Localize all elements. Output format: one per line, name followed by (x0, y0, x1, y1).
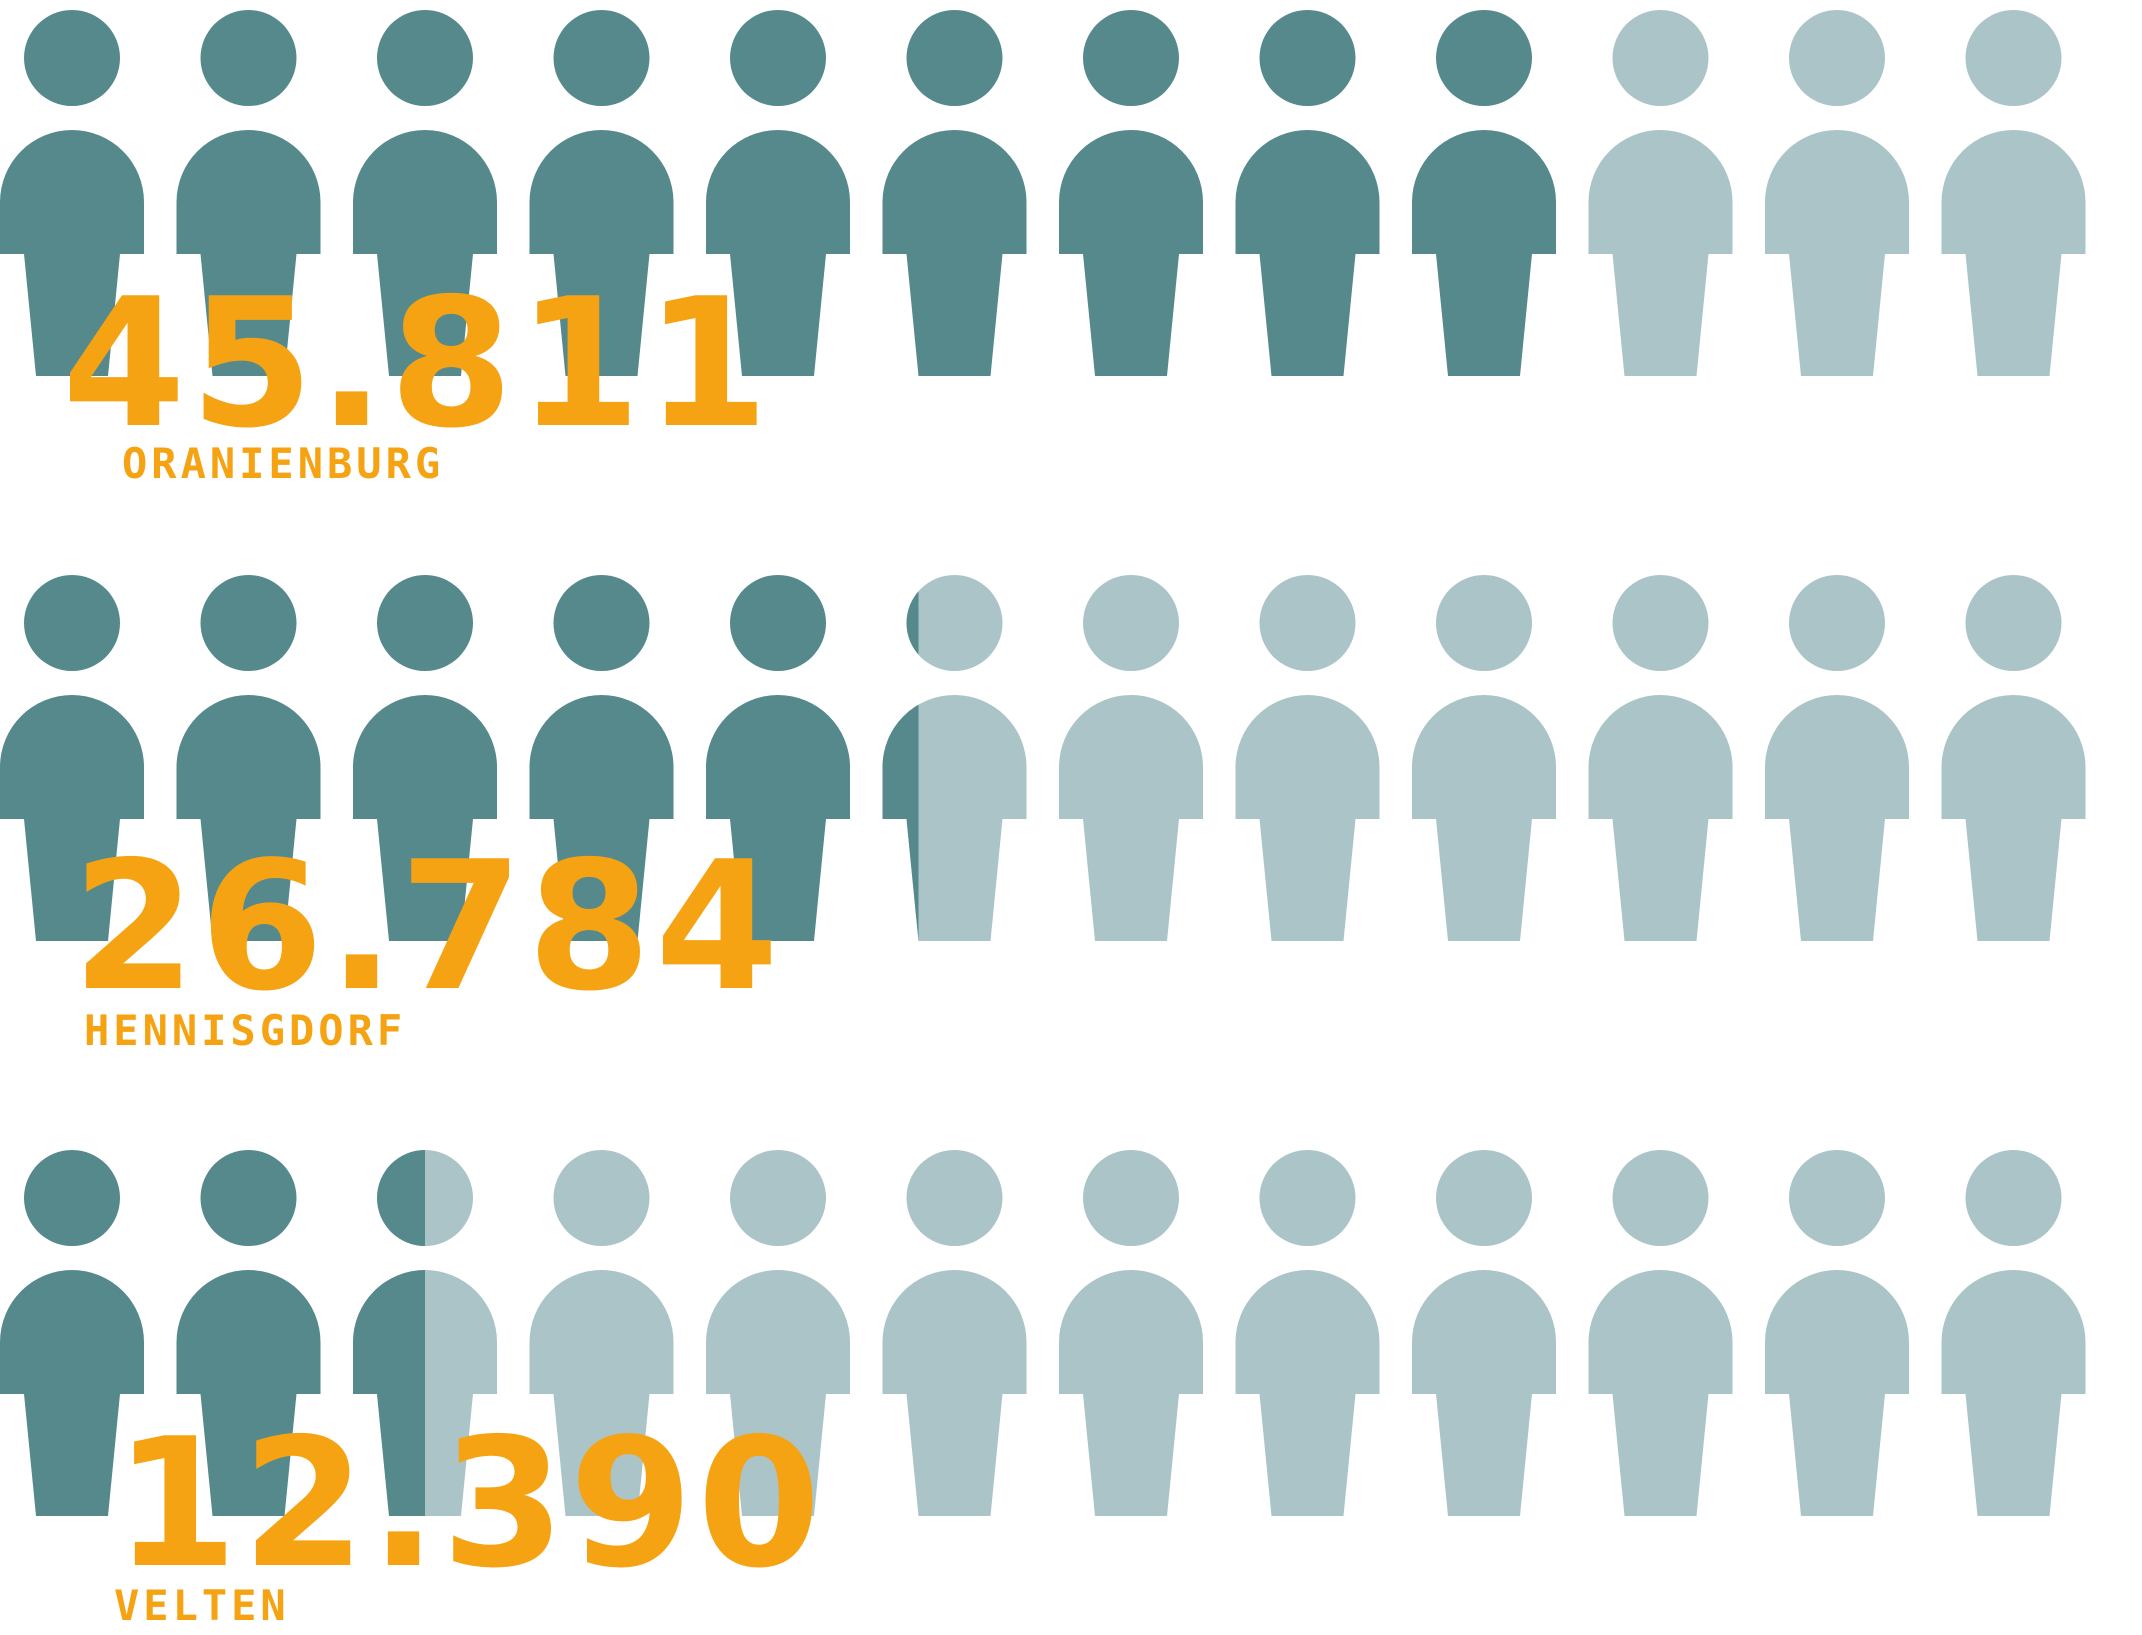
person-icon (706, 575, 850, 941)
person-icon (1235, 10, 1380, 377)
row-velten: 12.390 VELTEN (114, 1400, 825, 1630)
person-icon (1765, 575, 1909, 941)
person-icon (706, 1150, 850, 1516)
value-label: 45.811 (62, 260, 773, 467)
person-icon (1588, 575, 1733, 941)
partial-fill (353, 1150, 425, 1516)
person-icon (1412, 10, 1556, 376)
value-label: 12.390 (114, 1400, 825, 1607)
value-label: 26.784 (72, 823, 783, 1030)
person-icon (529, 575, 674, 941)
person-icon (0, 575, 144, 941)
person-icon (1235, 575, 1380, 941)
person-icon (1412, 575, 1556, 941)
person-icon (529, 1150, 674, 1516)
icons-layer (0, 10, 2086, 1516)
person-icon (1765, 1150, 1909, 1516)
person-icon (882, 10, 1027, 377)
icon-row (0, 1150, 2086, 1516)
person-icon (706, 10, 850, 376)
icon-row (0, 575, 2086, 941)
person-icon (0, 10, 144, 376)
person-icon (882, 1150, 1027, 1516)
person-icon (1588, 10, 1733, 377)
person-icon (1765, 10, 1909, 376)
row-oranienburg: 45.811 ORANIENBURG (62, 260, 773, 488)
person-icon (176, 10, 321, 377)
person-icon (1059, 575, 1203, 941)
person-icon (1412, 1150, 1556, 1516)
person-icon (176, 1150, 321, 1516)
person-icon (353, 10, 497, 376)
icon-row (0, 10, 2086, 377)
person-icon (1059, 1150, 1203, 1516)
city-label: ORANIENBURG (122, 439, 444, 488)
person-icon (0, 1150, 144, 1516)
row-hennisgdorf: 26.784 HENNISGDORF (72, 823, 783, 1055)
person-icon (176, 575, 321, 941)
person-icon (1941, 10, 2086, 377)
person-icon (529, 10, 674, 377)
person-icon (1941, 575, 2086, 941)
person-icon (353, 575, 497, 941)
person-icon (1588, 1150, 1733, 1516)
city-label: VELTEN (114, 1581, 290, 1630)
city-label: HENNISGDORF (84, 1006, 406, 1055)
person-icon (1059, 10, 1203, 376)
person-icon (1235, 1150, 1380, 1516)
partial-fill (882, 591, 919, 941)
person-icon (1941, 1150, 2086, 1516)
